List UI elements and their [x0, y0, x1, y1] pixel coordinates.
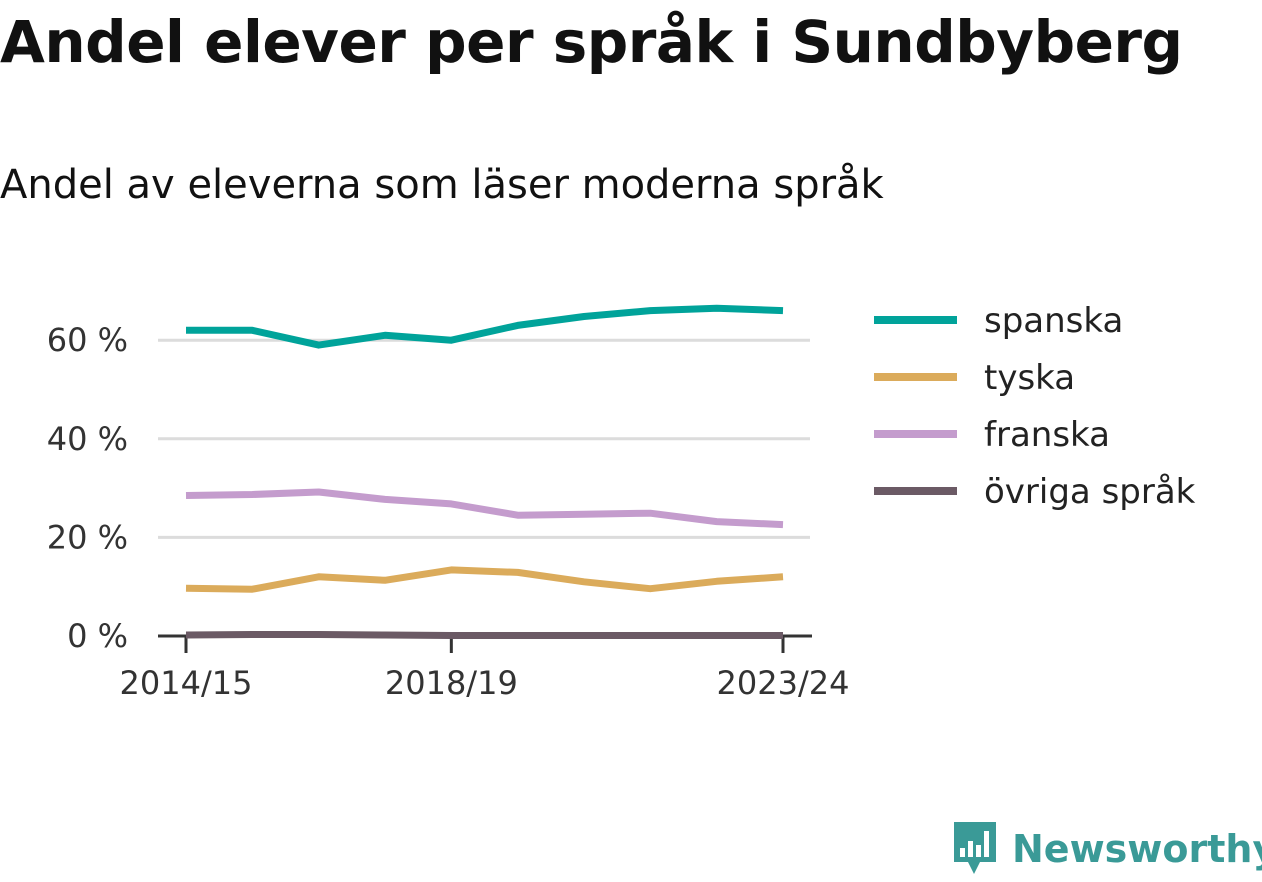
grid-lines [158, 338, 810, 539]
y-tick-label: 20 % [47, 518, 128, 556]
x-tick-label: 2014/15 [120, 664, 253, 702]
legend-label: franska [984, 415, 1110, 455]
x-tick-label: 2023/24 [717, 664, 850, 702]
x-tick-label: 2018/19 [385, 664, 518, 702]
series-line-spanska [186, 304, 784, 349]
y-tick-label: 0 % [67, 617, 128, 655]
series-lines [185, 304, 784, 639]
series-line-tyska [185, 566, 784, 593]
y-tick-label: 40 % [47, 420, 128, 458]
brand-name: Newsworthy [1012, 827, 1262, 871]
legend-label: övriga språk [984, 472, 1196, 512]
y-axis-labels: 0 % 20 % 40 % 60 % [47, 321, 128, 655]
series-line-franska [185, 488, 784, 529]
legend-label: spanska [984, 301, 1123, 341]
newsworthy-logo-icon [954, 822, 996, 874]
legend: spanska tyska franska övriga språk [874, 301, 1196, 512]
chart-subtitle: Andel av eleverna som läser moderna språ… [0, 162, 884, 208]
legend-label: tyska [984, 358, 1075, 398]
chart-title: Andel elever per språk i Sundbyberg [0, 8, 1183, 76]
series-line-övriga-språk [185, 631, 783, 639]
y-tick-label: 60 % [47, 321, 128, 359]
brand-logo: Newsworthy [950, 816, 1262, 882]
x-axis: 2014/15 2018/19 2023/24 [120, 634, 850, 702]
